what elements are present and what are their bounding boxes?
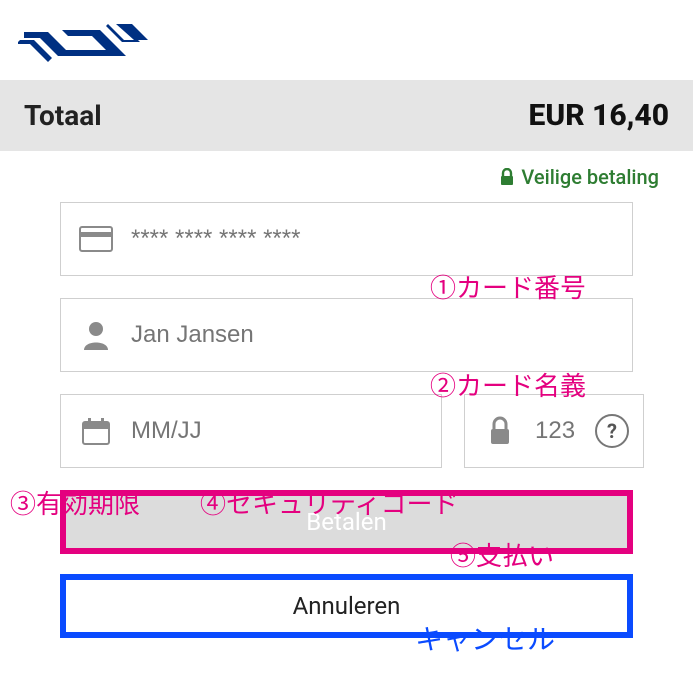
cvc-input[interactable] <box>535 417 595 445</box>
payment-form: ? Betalen Annuleren <box>0 196 693 638</box>
secure-payment-label: Veilige betaling <box>499 165 659 189</box>
calendar-icon <box>61 416 131 446</box>
card-number-field[interactable] <box>60 202 633 276</box>
expiry-field[interactable] <box>60 394 442 468</box>
pay-button-label: Betalen <box>306 508 386 536</box>
person-icon <box>61 320 131 350</box>
card-name-field[interactable] <box>60 298 633 372</box>
secure-row: Veilige betaling <box>0 151 693 196</box>
total-amount: EUR 16,40 <box>529 98 670 133</box>
lock-icon <box>499 168 515 186</box>
cvc-field[interactable]: ? <box>464 394 644 468</box>
cancel-button-label: Annuleren <box>293 592 401 620</box>
cvc-help-button[interactable]: ? <box>595 414 629 448</box>
card-name-input[interactable] <box>131 321 632 349</box>
total-label: Totaal <box>24 99 102 132</box>
card-icon <box>61 226 131 252</box>
secure-text: Veilige betaling <box>521 165 659 189</box>
pay-button[interactable]: Betalen <box>60 490 633 554</box>
lock-icon <box>465 416 535 446</box>
expiry-cvc-row: ? <box>60 394 633 468</box>
logo-bar <box>0 0 693 80</box>
expiry-input[interactable] <box>131 417 441 445</box>
ns-logo-icon <box>18 14 148 66</box>
cancel-button[interactable]: Annuleren <box>60 574 633 638</box>
card-number-input[interactable] <box>131 225 632 253</box>
total-bar: Totaal EUR 16,40 <box>0 80 693 151</box>
